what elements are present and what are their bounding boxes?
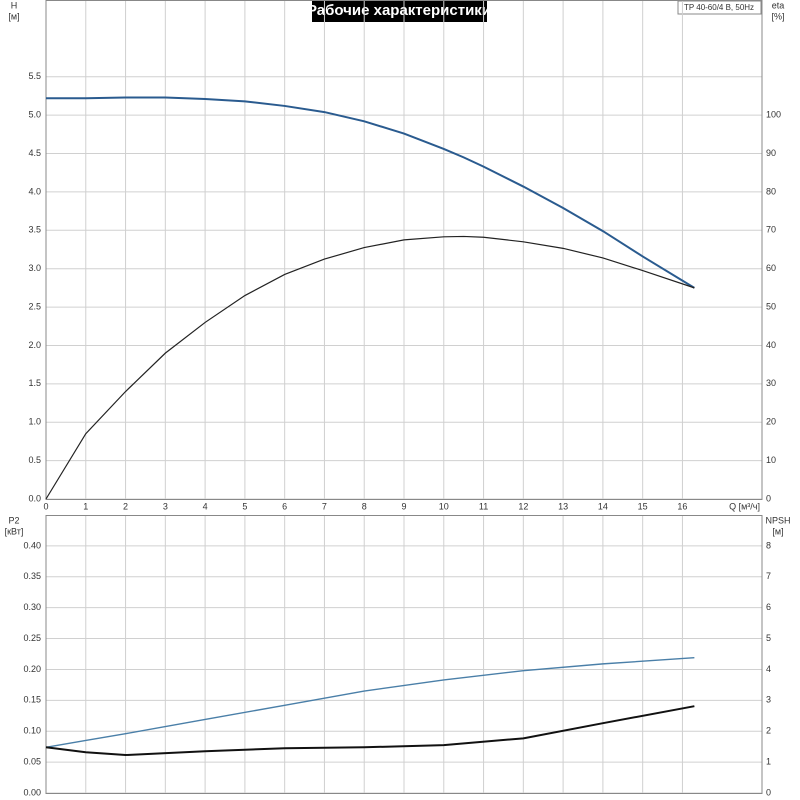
plot-frame bbox=[45, 515, 763, 794]
y-tick-label: 0.25 bbox=[23, 633, 41, 643]
series-line bbox=[46, 96, 695, 289]
y-tick-label: 0.0 bbox=[28, 493, 41, 503]
y-tick-label: 0.15 bbox=[23, 695, 41, 705]
y-tick-label: 3.0 bbox=[28, 263, 41, 273]
y2-tick-label: 40 bbox=[766, 340, 776, 350]
y2-tick-label: 60 bbox=[766, 263, 776, 273]
y-tick-label: 0.5 bbox=[28, 455, 41, 465]
y-tick-label: 4.5 bbox=[28, 148, 41, 158]
y2-tick-label: 10 bbox=[766, 455, 776, 465]
y-axis-unit: [м] bbox=[8, 11, 19, 21]
y2-tick-label: 2 bbox=[766, 726, 771, 736]
y-axis-label: P2 bbox=[8, 515, 19, 525]
x-tick-label: 8 bbox=[362, 501, 367, 511]
y2-tick-label: 20 bbox=[766, 417, 776, 427]
y-tick-label: 2.5 bbox=[28, 301, 41, 311]
y-tick-label: 3.5 bbox=[28, 225, 41, 235]
x-tick-label: 12 bbox=[518, 501, 528, 511]
y2-tick-label: 4 bbox=[766, 664, 771, 674]
y-tick-label: 0.40 bbox=[23, 540, 41, 550]
title-box bbox=[312, 0, 487, 22]
x-tick-label: 7 bbox=[322, 501, 327, 511]
y-tick-label: 0.35 bbox=[23, 571, 41, 581]
y2-tick-label: 30 bbox=[766, 378, 776, 388]
x-tick-label: 9 bbox=[401, 501, 406, 511]
x-tick-label: 6 bbox=[282, 501, 287, 511]
product-label: TP 40-60/4 B, 50Hz bbox=[684, 3, 754, 12]
x-tick-label: 5 bbox=[242, 501, 247, 511]
y2-tick-label: 0 bbox=[766, 493, 771, 503]
y2-tick-label: 1 bbox=[766, 756, 771, 766]
x-tick-label: 15 bbox=[638, 501, 648, 511]
y-tick-label: 0.30 bbox=[23, 602, 41, 612]
plot-frame bbox=[45, 0, 763, 500]
y2-tick-label: 80 bbox=[766, 186, 776, 196]
y2-tick-label: 50 bbox=[766, 301, 776, 311]
y2-tick-label: 70 bbox=[766, 225, 776, 235]
x-tick-label: 2 bbox=[123, 501, 128, 511]
x-tick-label: 16 bbox=[677, 501, 687, 511]
y2-tick-label: 0 bbox=[766, 787, 771, 797]
x-tick-label: 1 bbox=[83, 501, 88, 511]
y-tick-label: 0.05 bbox=[23, 756, 41, 766]
x-tick-label: 4 bbox=[203, 501, 208, 511]
x-tick-label: 0 bbox=[43, 501, 48, 511]
y2-axis-unit: [м] bbox=[772, 526, 783, 536]
y-tick-label: 0.00 bbox=[23, 787, 41, 797]
x-tick-label: 14 bbox=[598, 501, 608, 511]
series-line bbox=[45, 657, 695, 748]
y-tick-label: 2.0 bbox=[28, 340, 41, 350]
x-tick-label: 10 bbox=[439, 501, 449, 511]
y-tick-label: 1.0 bbox=[28, 417, 41, 427]
y2-tick-label: 8 bbox=[766, 540, 771, 550]
y-tick-label: 4.0 bbox=[28, 186, 41, 196]
x-tick-label: 3 bbox=[163, 501, 168, 511]
y2-tick-label: 7 bbox=[766, 571, 771, 581]
y-tick-label: 0.10 bbox=[23, 726, 41, 736]
y2-axis-unit: [%] bbox=[771, 11, 784, 21]
x-axis-label: Q [м³/ч] bbox=[729, 501, 760, 511]
x-tick-label: 13 bbox=[558, 501, 568, 511]
y2-tick-label: 5 bbox=[766, 633, 771, 643]
y-axis-label: H bbox=[11, 0, 18, 10]
x-tick-label: 11 bbox=[479, 501, 488, 511]
series-line bbox=[45, 235, 695, 500]
y2-tick-label: 100 bbox=[766, 110, 781, 120]
chart-title: Рабочие характеристики bbox=[307, 2, 491, 19]
y-tick-label: 5.5 bbox=[28, 71, 41, 81]
y-tick-label: 0.20 bbox=[23, 664, 41, 674]
y-tick-label: 1.5 bbox=[28, 378, 41, 388]
y2-tick-label: 6 bbox=[766, 602, 771, 612]
y-axis-unit: [кВт] bbox=[5, 526, 24, 536]
y2-tick-label: 90 bbox=[766, 148, 776, 158]
y2-axis-label: eta bbox=[772, 0, 785, 10]
y-tick-label: 5.0 bbox=[28, 110, 41, 120]
y2-tick-label: 3 bbox=[766, 695, 771, 705]
y2-axis-label: NPSH bbox=[765, 515, 790, 525]
series-line bbox=[45, 705, 695, 757]
